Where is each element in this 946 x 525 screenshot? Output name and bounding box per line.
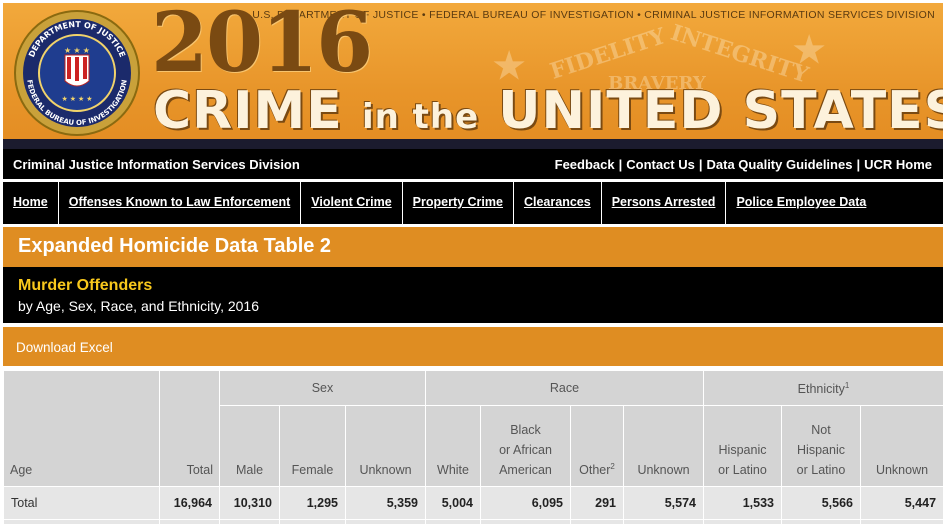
tab-property-crime[interactable]: Property Crime bbox=[403, 182, 514, 224]
page-title-bar: Expanded Homicide Data Table 2 bbox=[3, 227, 943, 267]
tab-clearances[interactable]: Clearances bbox=[514, 182, 602, 224]
header-race-unknown: Unknown bbox=[623, 405, 704, 487]
cell-empty bbox=[345, 519, 426, 525]
header-black-line1: Black bbox=[510, 423, 541, 437]
cell-empty bbox=[570, 519, 624, 525]
contact-us-link[interactable]: Contact Us bbox=[626, 157, 695, 172]
cell-total: 16,964 bbox=[159, 486, 220, 520]
utility-links: Feedback | Contact Us | Data Quality Guideli… bbox=[555, 157, 932, 172]
banner-title-united-states: UNITED STATES bbox=[498, 81, 943, 141]
cell-black: 6,095 bbox=[480, 486, 571, 520]
cell-empty bbox=[159, 519, 220, 525]
header-female: Female bbox=[279, 405, 346, 487]
cell-empty bbox=[480, 519, 571, 525]
cell-white: 5,004 bbox=[425, 486, 481, 520]
tab-violent-crime[interactable]: Violent Crime bbox=[301, 182, 403, 224]
page-title: Expanded Homicide Data Table 2 bbox=[18, 235, 332, 257]
cell-empty bbox=[279, 519, 346, 525]
star-icon: ★ bbox=[793, 29, 826, 71]
header-hispanic: Hispanic or Latino bbox=[703, 405, 782, 487]
separator: | bbox=[856, 157, 861, 172]
cell-empty bbox=[703, 519, 782, 525]
header-black: Black or African American bbox=[480, 405, 571, 487]
header-sex-unknown: Unknown bbox=[345, 405, 426, 487]
cell-empty bbox=[425, 519, 481, 525]
cell-age: Total bbox=[3, 486, 160, 520]
banner-title: CRIME in the UNITED STATES bbox=[153, 81, 943, 141]
data-quality-guidelines-link[interactable]: Data Quality Guidelines bbox=[706, 157, 853, 172]
cell-male: 10,310 bbox=[219, 486, 280, 520]
tab-persons-arrested[interactable]: Persons Arrested bbox=[602, 182, 727, 224]
banner-year: 2016 bbox=[151, 3, 373, 91]
cell-not-hispanic: 5,566 bbox=[781, 486, 861, 520]
header-other-label: Other bbox=[579, 463, 611, 477]
feedback-link[interactable]: Feedback bbox=[554, 157, 615, 172]
banner: FIDELITY BRAVERY INTEGRITY ★ ★ U.S. DEPA… bbox=[3, 3, 943, 149]
cell-other: 291 bbox=[570, 486, 624, 520]
fbi-seal-logo: DEPARTMENT OF JUSTICE FEDERAL BUREAU OF … bbox=[9, 9, 145, 137]
header-age: Age bbox=[3, 370, 160, 487]
svg-text:★ ★ ★: ★ ★ ★ bbox=[64, 46, 90, 55]
cell-hispanic: 1,533 bbox=[703, 486, 782, 520]
banner-title-crime: CRIME bbox=[153, 81, 343, 141]
header-group-ethnicity: Ethnicity1 bbox=[702, 370, 945, 406]
table-subtitle: Murder Offenders bbox=[18, 277, 153, 294]
division-name: Criminal Justice Information Services Di… bbox=[13, 157, 300, 172]
download-excel-link[interactable]: Download Excel bbox=[16, 340, 113, 355]
tab-police-employee-data[interactable]: Police Employee Data bbox=[736, 195, 867, 209]
footnote-marker[interactable]: 2 bbox=[610, 461, 615, 471]
cjis-bar: Criminal Justice Information Services Di… bbox=[3, 149, 943, 179]
header-not-hispanic: Not Hispanic or Latino bbox=[781, 405, 861, 487]
separator: | bbox=[618, 157, 623, 172]
header-black-line2: or African bbox=[499, 443, 552, 457]
banner-title-in-the: in the bbox=[361, 97, 480, 137]
header-other: Other2 bbox=[570, 405, 624, 487]
header-not-hispanic-line3: or Latino bbox=[796, 463, 846, 477]
table-row: Total 16,964 10,310 1,295 5,359 5,004 6,… bbox=[3, 486, 945, 520]
banner-bottom-strip bbox=[3, 139, 943, 149]
cell-empty bbox=[859, 519, 945, 525]
subtitle-box: Murder Offenders by Age, Sex, Race, and … bbox=[3, 267, 943, 323]
header-total: Total bbox=[159, 370, 220, 487]
header-not-hispanic-line1: Not bbox=[811, 423, 831, 437]
tab-home[interactable]: Home bbox=[3, 182, 59, 224]
header-hispanic-line2: or Latino bbox=[718, 463, 767, 477]
header-ethnicity-unknown: Unknown bbox=[859, 405, 945, 487]
cell-empty bbox=[3, 519, 160, 525]
header-male: Male bbox=[219, 405, 280, 487]
main-nav: Home Offenses Known to Law Enforcement V… bbox=[3, 182, 943, 224]
cell-sex-unknown: 5,359 bbox=[345, 486, 426, 520]
top-rule bbox=[0, 0, 946, 3]
separator: | bbox=[698, 157, 703, 172]
ethnicity-label: Ethnicity bbox=[797, 382, 845, 397]
cell-empty bbox=[781, 519, 861, 525]
agency-line: U.S. DEPARTMENT OF JUSTICE • FEDERAL BUR… bbox=[252, 9, 935, 21]
star-icon: ★ bbox=[493, 45, 526, 87]
cell-ethnicity-unknown: 5,447 bbox=[859, 486, 945, 520]
header-white: White bbox=[425, 405, 481, 487]
footnote-marker[interactable]: 1 bbox=[844, 381, 850, 391]
table-subtitle-detail: by Age, Sex, Race, and Ethnicity, 2016 bbox=[18, 298, 260, 314]
header-group-sex: Sex bbox=[219, 370, 426, 406]
header-not-hispanic-line2: Hispanic bbox=[797, 443, 845, 457]
cell-race-unknown: 5,574 bbox=[623, 486, 704, 520]
table-row bbox=[3, 519, 945, 525]
ribbon-word-bravery: BRAVERY bbox=[608, 73, 706, 94]
header-hispanic-line1: Hispanic bbox=[718, 443, 767, 457]
cell-empty bbox=[623, 519, 704, 525]
cell-empty bbox=[219, 519, 280, 525]
svg-text:★ ★ ★ ★: ★ ★ ★ ★ bbox=[62, 95, 93, 103]
cell-female: 1,295 bbox=[279, 486, 346, 520]
data-table: Age Total Sex Race Ethnicity1 Male Femal… bbox=[3, 370, 945, 525]
download-bar: Download Excel bbox=[3, 327, 943, 366]
ucr-home-link[interactable]: UCR Home bbox=[864, 157, 932, 172]
header-black-line3: American bbox=[499, 463, 552, 477]
header-group-race: Race bbox=[425, 370, 704, 406]
tab-offenses-known[interactable]: Offenses Known to Law Enforcement bbox=[59, 182, 302, 224]
